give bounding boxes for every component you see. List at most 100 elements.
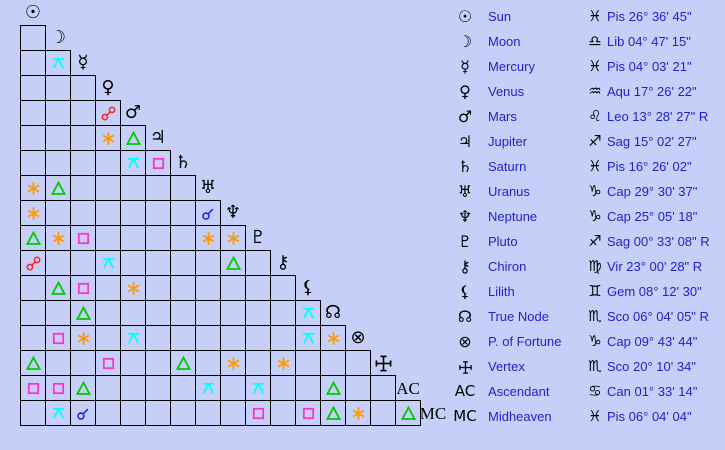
p-of-fortune-glyph-icon: ⊗ [458, 332, 472, 351]
planet-position-uranus: Cap 29° 30' 37" [607, 184, 698, 199]
sign-icon-saturn: ♓ [588, 157, 602, 175]
planet-row-midheaven: MC Midheaven ♓ Pis 06° 04' 04" [0, 404, 725, 429]
grid-glyph-true-node: ☊ [325, 302, 341, 323]
sign-icon-true-node: ♏ [588, 307, 602, 325]
vertex-glyph-icon [451, 354, 479, 379]
planet-row-pluto: ♇ Pluto ♐ Sag 00° 33' 08" R [0, 229, 725, 254]
grid-glyph-vertex [370, 350, 396, 376]
planet-name-mars: Mars [488, 109, 517, 124]
mercury-glyph-icon: ☿ [460, 57, 470, 76]
conjunction-icon [76, 408, 88, 420]
planet-name-pluto: Pluto [488, 234, 518, 249]
grid-glyph-sun: ☉ [24, 2, 42, 23]
square-icon [77, 232, 89, 244]
sign-icon-lilith: ♊ [588, 282, 602, 300]
sextile-icon [102, 131, 114, 145]
trine-icon [125, 130, 141, 145]
mars-glyph-icon: ♂ [457, 107, 473, 126]
sign-icon-uranus: ♑ [588, 182, 602, 200]
planet-name-neptune: Neptune [488, 209, 538, 224]
sign-icon-mercury: ♓ [588, 57, 602, 75]
sextile-icon [27, 181, 39, 195]
uranus-glyph-icon: ♅ [457, 182, 473, 201]
sextile-icon [202, 231, 214, 245]
trine-icon [25, 355, 41, 370]
trine-icon [225, 255, 241, 270]
quincunx-icon [102, 257, 114, 269]
aspect-cell-true-node-lilith [295, 300, 321, 326]
planet-name-ascendant: Ascendant [488, 384, 550, 399]
quincunx-icon [202, 382, 214, 394]
planet-row-jupiter: ♃ Jupiter ♐ Sag 15° 02' 27" [0, 129, 725, 154]
aspect-cell-midheaven-ascendant [395, 400, 421, 426]
sextile-icon [127, 281, 139, 295]
sextile-icon [227, 356, 239, 370]
sextile-icon [327, 331, 339, 345]
grid-glyph-ascendant: AC [396, 378, 420, 398]
square-icon [52, 332, 64, 344]
planet-row-uranus: ♅ Uranus ♑ Cap 29° 30' 37" [0, 179, 725, 204]
planet-position-neptune: Cap 25° 05' 18" [607, 209, 698, 224]
sextile-icon [77, 331, 89, 345]
midheaven-glyph-icon: MC [453, 407, 477, 425]
planet-row-sun: ☉ Sun ♓ Pis 26° 36' 45" [0, 4, 725, 29]
planet-position-chiron: Vir 23° 00' 28" R [607, 259, 703, 274]
planet-row-lilith: ⚸ Lilith ♊ Gem 08° 12' 30" [0, 279, 725, 304]
planet-position-true-node: Sco 06° 04' 05" R [607, 309, 709, 324]
planet-position-midheaven: Pis 06° 04' 04" [607, 409, 692, 424]
planet-name-uranus: Uranus [488, 184, 530, 199]
quincunx-icon [52, 407, 64, 419]
planet-name-vertex: Vertex [488, 359, 525, 374]
vertex-icon [458, 361, 472, 374]
planet-position-mercury: Pis 04° 03' 21" [607, 59, 692, 74]
planet-name-jupiter: Jupiter [488, 134, 528, 149]
quincunx-icon [302, 332, 314, 344]
trine-icon [325, 405, 341, 420]
planet-row-venus: ♀ Venus ♒ Aqu 17° 26' 22" [0, 79, 725, 104]
planet-name-moon: Moon [488, 34, 521, 49]
planet-name-venus: Venus [488, 84, 525, 99]
trine-icon [75, 380, 91, 395]
sextile-icon [227, 231, 239, 245]
sign-icon-midheaven: ♓ [588, 407, 602, 425]
square-icon [152, 157, 164, 169]
sign-icon-p-of-fortune: ♑ [588, 332, 602, 350]
planet-name-sun: Sun [488, 9, 512, 24]
sun-glyph-icon: ☉ [457, 7, 473, 26]
grid-glyph-pluto: ♇ [249, 227, 267, 248]
planet-position-sun: Pis 26° 36' 45" [607, 9, 692, 24]
planet-row-mercury: ☿ Mercury ♓ Pis 04° 03' 21" [0, 54, 725, 79]
quincunx-icon [252, 382, 264, 394]
planet-row-ascendant: AC Ascendant ♋ Can 01° 33' 14" [0, 379, 725, 404]
trine-icon [25, 230, 41, 245]
grid-glyph-lilith: ⚸ [301, 277, 315, 298]
planet-position-saturn: Pis 16° 26' 02" [607, 159, 692, 174]
grid-glyph-uranus: ♅ [199, 177, 217, 198]
sign-icon-moon: ♎ [588, 32, 602, 50]
grid-glyph-mars: ♂ [124, 102, 142, 123]
square-icon [252, 407, 264, 419]
square-icon [52, 382, 64, 394]
planet-position-mars: Leo 13° 28' 27" R [607, 109, 709, 124]
trine-icon [325, 380, 341, 395]
sextile-icon [352, 406, 364, 420]
planet-row-moon: ☽ Moon ♎ Lib 04° 47' 15" [0, 29, 725, 54]
quincunx-icon [127, 332, 139, 344]
lilith-glyph-icon: ⚸ [459, 282, 471, 301]
ascendant-glyph-icon: AC [454, 382, 476, 400]
planet-position-lilith: Gem 08° 12' 30" [607, 284, 702, 299]
sign-icon-neptune: ♑ [588, 207, 602, 225]
trine-icon [75, 305, 91, 320]
planet-row-neptune: ♆ Neptune ♑ Cap 25° 05' 18" [0, 204, 725, 229]
trine-icon [50, 180, 66, 195]
venus-glyph-icon: ♀ [459, 82, 471, 101]
sextile-icon [277, 356, 289, 370]
grid-glyph-saturn: ♄ [174, 152, 192, 173]
planet-row-saturn: ♄ Saturn ♓ Pis 16° 26' 02" [0, 154, 725, 179]
moon-glyph-icon: ☽ [457, 32, 473, 51]
opposition-icon [101, 106, 115, 120]
grid-glyph-mercury: ☿ [77, 52, 89, 73]
chiron-glyph-icon: ⚷ [459, 257, 471, 276]
quincunx-icon [52, 57, 64, 69]
sign-icon-jupiter: ♐ [588, 132, 602, 150]
